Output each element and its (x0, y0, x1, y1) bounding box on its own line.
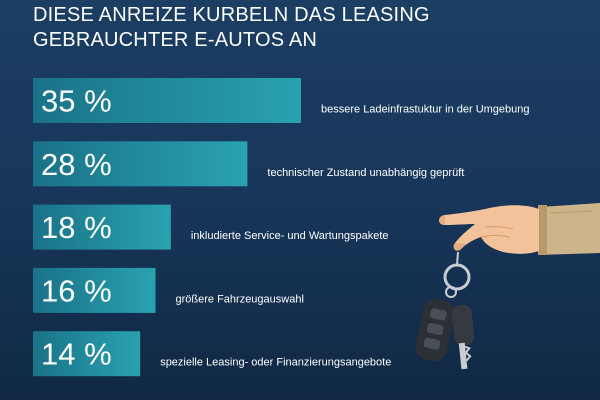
bar-5 (33, 331, 141, 377)
bar-2 (33, 141, 248, 187)
category-label: größere Fahrzeugauswahl (176, 293, 304, 305)
bar-value-label: 16 % (41, 273, 112, 308)
bar-value-label: 28 % (41, 147, 112, 182)
bar-1 (33, 78, 301, 123)
bar-value-label: 35 % (41, 84, 112, 119)
bar-3 (33, 204, 171, 250)
bar-value-label: 18 % (41, 210, 112, 245)
category-label: spezielle Leasing- oder Finanzierungsang… (160, 357, 391, 369)
category-label: bessere Ladeinfrastuktur in der Umgebung (321, 104, 530, 116)
hand-holding-car-keys-icon (415, 203, 600, 370)
category-label: inkludierte Service- und Wartungspakete (191, 230, 389, 242)
category-label: technischer Zustand unabhängig geprüft (267, 167, 464, 179)
bar-value-label: 14 % (41, 337, 112, 372)
title-line-2: GEBRAUCHTER E-AUTOS AN (33, 29, 318, 51)
bar-4 (33, 267, 156, 313)
chart-title: DIESE ANREIZE KURBELN DAS LEASING GEBRAU… (33, 3, 433, 53)
title-line-1: DIESE ANREIZE KURBELN DAS LEASING (33, 4, 430, 26)
